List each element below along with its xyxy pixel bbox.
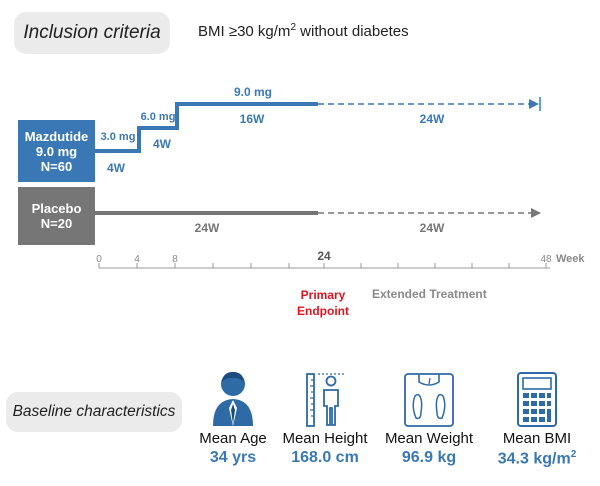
mean-bmi-label: Mean BMI	[502, 430, 572, 447]
placebo-arm-box: Placebo N=20	[18, 187, 95, 245]
tick-label-4: 4	[134, 254, 140, 265]
mean-height-value: 168.0 cm	[291, 449, 359, 466]
primary-endpoint-line-1: Primary	[300, 288, 346, 302]
extended-treatment-label: Extended Treatment	[372, 287, 487, 301]
stat-mean-height: Mean Height 168.0 cm	[278, 370, 372, 467]
baseline-characteristics-label: Baseline characteristics	[6, 392, 182, 432]
mean-age-label: Mean Age	[199, 430, 267, 447]
titration-dose-2: 6.0 mg	[141, 111, 176, 123]
mazdutide-extension-duration: 24W	[420, 112, 445, 126]
titration-dose-3: 9.0 mg	[234, 85, 272, 99]
person-icon	[213, 372, 253, 426]
mean-weight-label: Mean Weight	[384, 430, 474, 447]
calculator-icon	[517, 372, 557, 427]
inclusion-criteria-label: Inclusion criteria	[14, 12, 170, 54]
titration-duration-1: 4W	[107, 161, 126, 175]
titration-dose-1: 3.0 mg	[101, 131, 136, 143]
placebo-arm-name: Placebo	[31, 201, 82, 216]
mazdutide-arm-dose: 9.0 mg	[35, 143, 78, 159]
tick-label-8: 8	[172, 254, 178, 265]
placebo-arm-n: N=20	[40, 216, 73, 231]
titration-duration-3: 16W	[240, 112, 265, 126]
placebo-duration-1: 24W	[195, 221, 220, 235]
height-ruler-icon	[306, 373, 345, 427]
mean-bmi-value: 34.3 kg/m2	[497, 449, 577, 468]
titration-duration-2: 4W	[153, 137, 172, 151]
timeline-minor-ticks	[98, 263, 547, 268]
mazdutide-arm-n: N=60	[40, 158, 73, 174]
mazdutide-arm-name: Mazdutide	[24, 128, 89, 144]
tick-label-24: 24	[317, 249, 331, 263]
stat-mean-weight: Mean Weight 96.9 kg	[381, 370, 477, 467]
mean-height-label: Mean Height	[282, 430, 368, 447]
placebo-duration-2: 24W	[420, 221, 445, 235]
tick-label-48: 48	[540, 254, 552, 265]
mazdutide-titration-line	[95, 102, 318, 153]
primary-endpoint-label: Primary Endpoint	[287, 287, 359, 319]
weight-scale-icon	[404, 373, 454, 427]
mean-age-value: 34 yrs	[209, 449, 257, 466]
mean-weight-value: 96.9 kg	[401, 449, 457, 466]
tick-label-0: 0	[96, 254, 102, 265]
primary-endpoint-line-2: Endpoint	[297, 304, 349, 318]
timeline-unit: Week	[556, 253, 585, 265]
mazdutide-arm-box: Mazdutide 9.0 mg N=60	[18, 120, 95, 182]
stat-mean-age: Mean Age 34 yrs	[193, 370, 273, 467]
stat-mean-bmi: Mean BMI 34.3 kg/m2	[488, 370, 586, 468]
inclusion-criteria-text: BMI ≥30 kg/m2 without diabetes	[198, 22, 409, 40]
